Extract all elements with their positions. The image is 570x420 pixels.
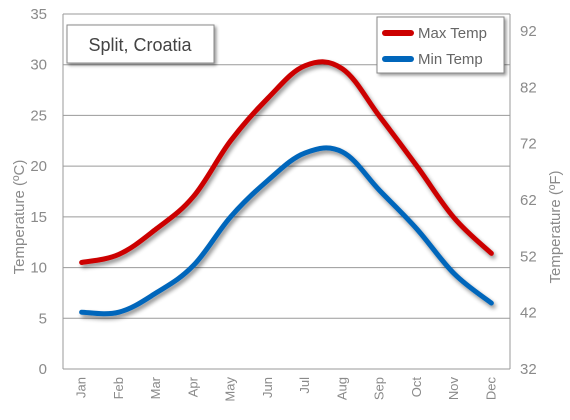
x-tick-label: May	[223, 377, 238, 402]
y2-tick-label: 62	[520, 192, 537, 209]
y2-axis-label: Temperature (ºF)	[547, 170, 564, 283]
y-tick-label: 0	[39, 361, 47, 378]
x-tick-label: Jan	[74, 377, 89, 398]
y2-tick-label: 32	[520, 361, 537, 378]
y-tick-label: 10	[30, 260, 47, 277]
legend-label-min-temp: Min Temp	[418, 51, 483, 68]
x-tick-label: Nov	[446, 377, 461, 401]
x-tick-label: Feb	[111, 377, 126, 399]
y-tick-label: 30	[30, 57, 47, 74]
chart-title: Split, Croatia	[88, 35, 192, 55]
x-tick-label: Dec	[483, 377, 498, 401]
x-tick-label: Apr	[185, 376, 200, 397]
y-axis-ticks: 0 5 10 15 20 25 30 35	[30, 6, 47, 378]
x-tick-label: Jul	[297, 377, 312, 394]
y2-axis-ticks: 32 42 52 62 72 82 92	[520, 23, 537, 378]
x-tick-label: Jun	[260, 377, 275, 398]
x-tick-label: Sep	[372, 377, 387, 400]
series-line-max-temp	[79, 59, 494, 265]
y-axis-label: Temperature (ºC)	[11, 160, 28, 275]
legend-label-max-temp: Max Temp	[418, 25, 487, 42]
x-tick-label: Aug	[334, 377, 349, 400]
y2-tick-label: 72	[520, 136, 537, 153]
y2-tick-label: 52	[520, 248, 537, 265]
x-tick-label: Oct	[409, 377, 424, 398]
y2-tick-label: 92	[520, 23, 537, 40]
y-tick-label: 35	[30, 6, 47, 23]
y-tick-label: 15	[30, 209, 47, 226]
legend: Max Temp Min Temp	[376, 16, 505, 74]
y-tick-label: 25	[30, 107, 47, 124]
series-lines	[79, 59, 494, 317]
x-tick-label: Mar	[148, 376, 163, 399]
y-tick-label: 5	[39, 310, 47, 327]
y2-tick-label: 82	[520, 79, 537, 96]
y2-tick-label: 42	[520, 305, 537, 322]
y-tick-label: 20	[30, 158, 47, 175]
x-axis-ticks: Jan Feb Mar Apr May Jun Jul Aug Sep Oct Nov Dec	[74, 376, 499, 401]
series-line-min-temp	[79, 145, 494, 317]
chart-title-box: Split, Croatia	[66, 24, 215, 64]
